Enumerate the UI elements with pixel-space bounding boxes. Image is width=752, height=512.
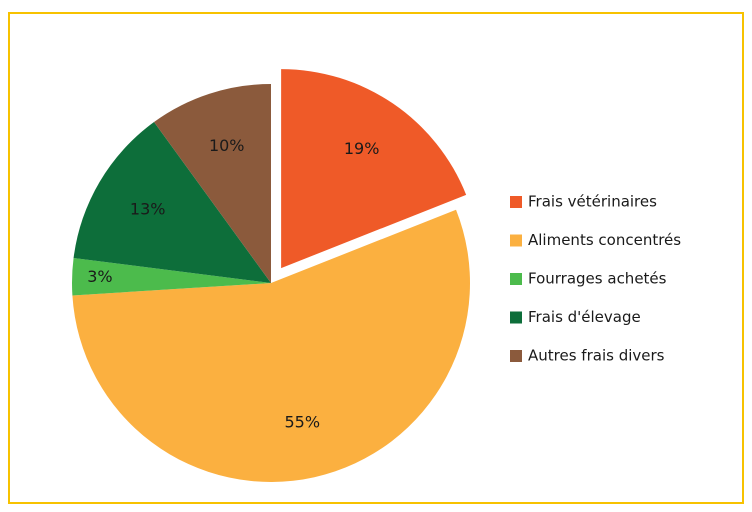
data-label: 3% [87,267,112,286]
legend-swatch [510,273,522,285]
legend-swatch [510,196,522,208]
legend-label: Frais d'élevage [528,308,641,326]
data-label: 19% [344,139,380,158]
legend-swatch [510,311,522,324]
legend-swatch [510,350,522,362]
legend-swatch [510,234,522,247]
data-label: 13% [130,200,166,219]
data-label: 10% [209,136,245,155]
pie-slice [154,84,271,283]
pie-slice [72,209,471,483]
data-label: 55% [284,412,320,431]
pie-slice [72,258,271,296]
legend-label: Aliments concentrés [528,231,681,249]
legend-label: Fourrages achetés [528,270,667,288]
legend-label: Frais vétérinaires [528,193,657,211]
pie-slice [73,122,271,283]
pie-slice [281,69,467,269]
legend-label: Autres frais divers [528,347,665,365]
